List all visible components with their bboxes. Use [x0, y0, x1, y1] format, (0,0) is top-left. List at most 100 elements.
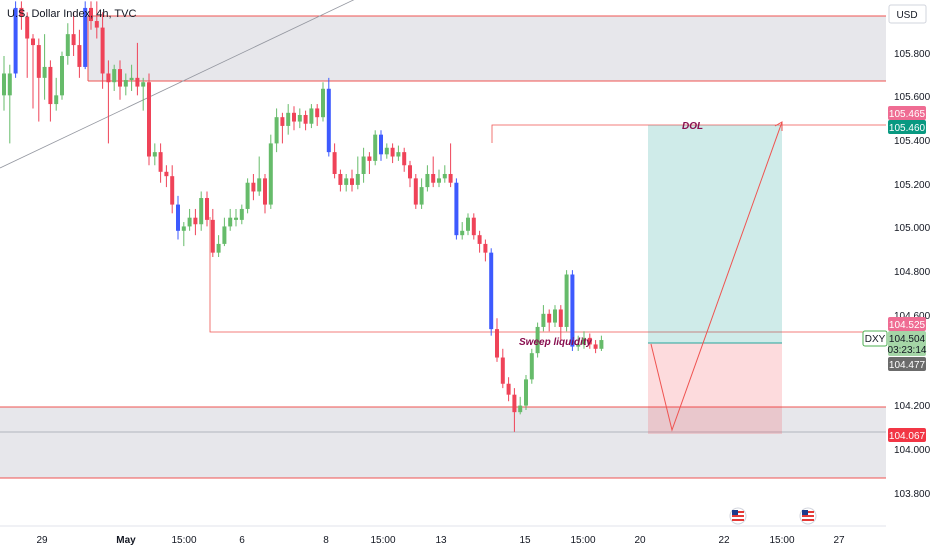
candle-body[interactable]: [36, 45, 41, 78]
candle-body[interactable]: [529, 353, 534, 380]
candle-body[interactable]: [367, 156, 372, 161]
candle-body[interactable]: [54, 95, 59, 105]
candle-body[interactable]: [286, 112, 291, 126]
position-profit-zone[interactable]: [648, 125, 782, 343]
candle-body[interactable]: [553, 309, 557, 323]
candle-body[interactable]: [292, 112, 296, 122]
candle-body[interactable]: [239, 208, 244, 220]
candle-body[interactable]: [274, 117, 279, 144]
candle-body[interactable]: [477, 235, 482, 244]
candle-body[interactable]: [599, 340, 604, 349]
candle-body[interactable]: [500, 357, 505, 384]
candle-body[interactable]: [31, 38, 35, 46]
candle-body[interactable]: [129, 77, 134, 81]
dol-level-line[interactable]: [491, 124, 886, 143]
candle-body[interactable]: [100, 27, 105, 74]
candle-body[interactable]: [547, 313, 552, 323]
candle-body[interactable]: [471, 217, 476, 236]
candle-body[interactable]: [7, 73, 12, 96]
us-flag-icon[interactable]: [799, 507, 817, 525]
candle-body[interactable]: [205, 198, 209, 220]
candle-body[interactable]: [19, 7, 24, 17]
candle-body[interactable]: [297, 114, 302, 122]
candle-body[interactable]: [326, 88, 331, 153]
candle-body[interactable]: [512, 394, 517, 413]
candle-body[interactable]: [303, 114, 308, 124]
candle-body[interactable]: [384, 147, 389, 155]
candle-body[interactable]: [77, 45, 82, 67]
candle-body[interactable]: [199, 198, 204, 225]
candle-body[interactable]: [257, 178, 262, 192]
us-flag-icon[interactable]: [729, 507, 747, 525]
candle-body[interactable]: [222, 226, 227, 244]
candle-body[interactable]: [518, 405, 523, 413]
candle-body[interactable]: [437, 178, 441, 183]
candle-body[interactable]: [118, 69, 122, 87]
candle-body[interactable]: [448, 173, 453, 183]
candle-body[interactable]: [570, 274, 575, 347]
candle-body[interactable]: [228, 217, 233, 227]
candle-body[interactable]: [593, 344, 598, 349]
candle-body[interactable]: [402, 152, 407, 166]
candle-body[interactable]: [460, 230, 465, 236]
candle-body[interactable]: [524, 379, 528, 406]
candle-body[interactable]: [234, 217, 238, 220]
candle-body[interactable]: [13, 7, 18, 74]
candle-body[interactable]: [89, 7, 93, 22]
candle-body[interactable]: [48, 66, 53, 105]
candle-body[interactable]: [210, 219, 215, 253]
candle-body[interactable]: [396, 152, 401, 157]
candle-body[interactable]: [390, 147, 395, 157]
candle-body[interactable]: [2, 73, 6, 96]
candle-body[interactable]: [268, 143, 273, 205]
candle-body[interactable]: [158, 152, 163, 172]
candle-body[interactable]: [315, 108, 320, 118]
candle-body[interactable]: [71, 34, 76, 46]
candle-body[interactable]: [170, 176, 175, 205]
candle-body[interactable]: [413, 178, 418, 205]
candle-body[interactable]: [373, 134, 378, 161]
time-axis-ticks[interactable]: 29 May 15:00 6 8 15:00 13 15 15:00 20 22…: [36, 535, 845, 546]
candle-body[interactable]: [25, 16, 30, 39]
candle-body[interactable]: [321, 88, 325, 118]
candle-body[interactable]: [495, 329, 499, 358]
candle-body[interactable]: [112, 69, 117, 83]
candle-body[interactable]: [309, 108, 314, 124]
candle-body[interactable]: [355, 173, 360, 185]
candle-body[interactable]: [216, 243, 221, 253]
candle-body[interactable]: [94, 21, 99, 28]
candle-body[interactable]: [350, 178, 354, 185]
candle-body[interactable]: [419, 187, 424, 205]
range-box-outline[interactable]: [209, 217, 886, 333]
candle-body[interactable]: [489, 252, 494, 330]
candle-body[interactable]: [60, 56, 64, 96]
candle-body[interactable]: [245, 182, 250, 209]
candle-body[interactable]: [251, 182, 256, 192]
candle-body[interactable]: [431, 173, 436, 183]
candle-body[interactable]: [587, 337, 592, 345]
candle-body[interactable]: [263, 178, 267, 205]
candle-body[interactable]: [83, 7, 88, 67]
trend-line[interactable]: [0, 0, 366, 169]
candle-body[interactable]: [442, 173, 447, 179]
candle-body[interactable]: [454, 182, 459, 236]
projection-path[interactable]: [650, 121, 783, 432]
candle-body[interactable]: [506, 383, 511, 395]
symbol-badge[interactable]: [862, 330, 888, 347]
candle-body[interactable]: [193, 217, 198, 225]
candle-body[interactable]: [541, 313, 546, 327]
candle-body[interactable]: [425, 173, 430, 188]
candle-body[interactable]: [408, 165, 412, 179]
candle-body[interactable]: [558, 309, 563, 327]
candle-body[interactable]: [65, 34, 70, 56]
candle-body[interactable]: [106, 73, 111, 83]
candle-body[interactable]: [176, 204, 180, 231]
currency-button[interactable]: [888, 4, 927, 24]
candle-body[interactable]: [123, 80, 128, 87]
candle-body[interactable]: [42, 66, 47, 78]
candle-body[interactable]: [344, 178, 349, 185]
candle-body[interactable]: [280, 117, 285, 126]
candle-body[interactable]: [135, 77, 140, 87]
candle-body[interactable]: [332, 152, 337, 174]
